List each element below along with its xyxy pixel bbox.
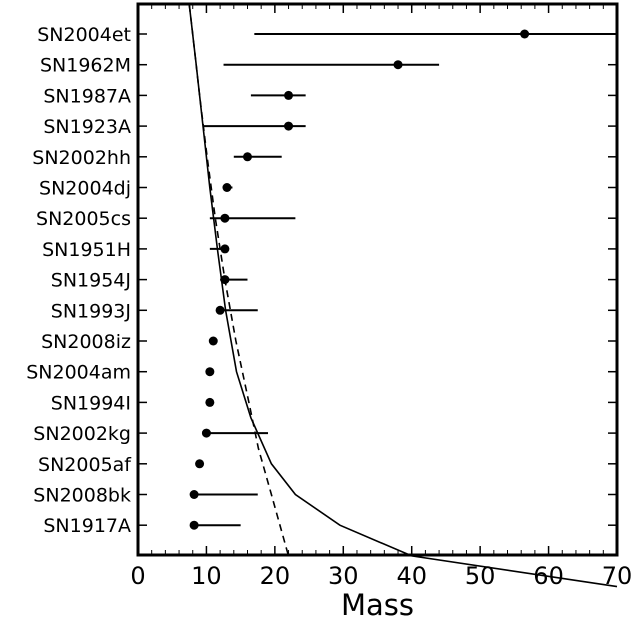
solid-model-curve [188,4,618,588]
plot-frame [136,2,619,557]
data-point [520,29,530,39]
y-tick-label: SN1917A [43,515,131,537]
error-bars [194,33,617,527]
y-tick-label: SN1962M [40,55,131,77]
data-point [242,152,252,162]
y-tick-label: SN2002kg [33,423,131,445]
data-point [215,305,225,315]
y-tick-label: SN1987A [43,85,131,107]
data-point [205,367,215,377]
axis-ticks [137,4,618,555]
y-tick-label: SN2004am [26,362,131,384]
y-tick-label: SN1994I [51,392,131,414]
data-point [201,428,211,438]
data-point [189,520,199,530]
data-point [208,336,218,346]
y-tick-label: SN2004dj [39,178,131,200]
data-point [220,244,230,254]
data-point [205,397,215,407]
y-tick-label: SN1954J [51,270,131,292]
y-tick-label: SN2008bk [33,485,131,507]
x-tick-label: 60 [533,562,564,590]
y-tick-label: SN2002hh [32,147,131,169]
data-point [189,490,199,499]
x-tick-label: 50 [465,562,496,590]
x-tick-labels: 0 10 20 30 40 50 60 70 [130,562,632,590]
data-point [284,90,294,100]
x-tick-label: 20 [260,562,291,590]
y-tick-label: SN2004et [37,24,131,46]
y-tick-label: SN1993J [51,300,131,322]
y-tick-label: SN2008iz [41,331,131,353]
x-tick-label: 0 [130,562,145,590]
x-tick-label: 40 [396,562,427,590]
data-point [393,60,403,70]
model-curves [188,4,618,588]
data-point [220,275,230,285]
data-point [284,121,294,131]
x-tick-label: 10 [191,562,222,590]
y-tick-label: SN2005af [38,454,132,476]
y-tick-label: SN1923A [43,116,131,138]
y-tick-labels: SN2004et SN1962M SN1987A SN1923A SN2002hh SN2… [26,24,132,537]
y-tick-label: SN1951H [42,239,131,261]
data-point [195,459,205,469]
x-tick-label: 30 [328,562,359,590]
x-axis-label: Mass [341,588,414,622]
data-point [222,183,232,192]
x-tick-label: 70 [602,562,633,590]
data-point [220,213,230,223]
y-tick-label: SN2005cs [36,208,131,230]
data-points [189,29,530,530]
